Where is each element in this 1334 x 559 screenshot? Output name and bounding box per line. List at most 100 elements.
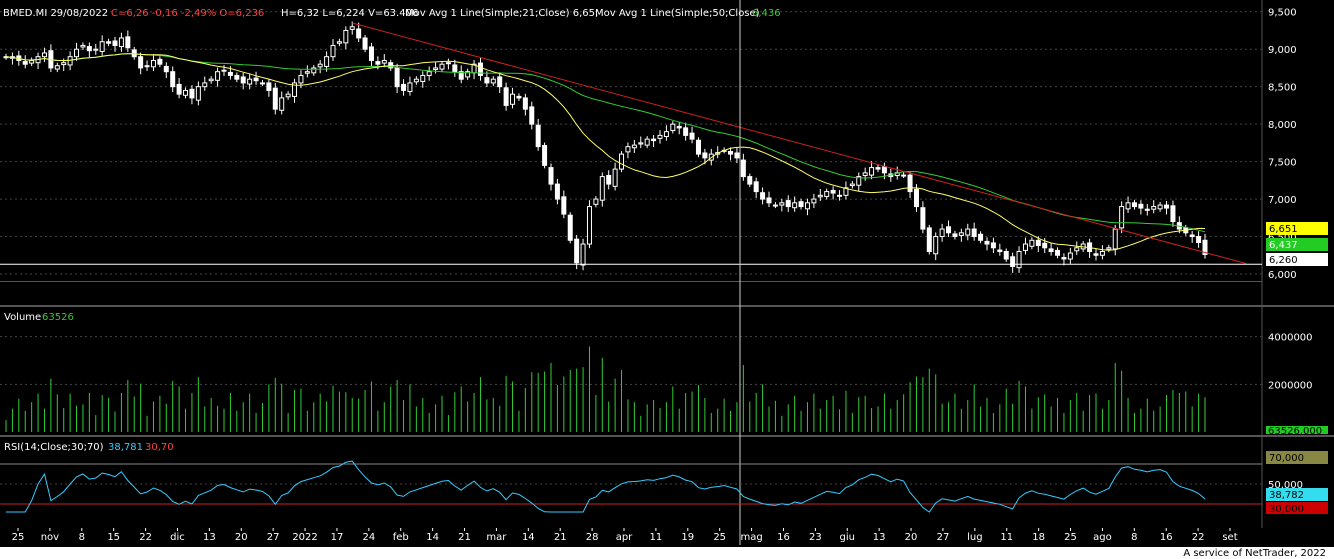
candle-body (138, 56, 144, 69)
candle-body (1151, 206, 1157, 210)
candle-body (843, 187, 849, 196)
candle-body (272, 87, 278, 110)
candle-body (631, 144, 637, 149)
candle-body (1106, 247, 1112, 250)
badge-ma21-bg (1266, 222, 1328, 235)
candle-body (901, 174, 907, 177)
y-tick-label: 7,000 (1268, 195, 1297, 206)
badge-volume: 63526,000 (1268, 426, 1322, 437)
candle-body (74, 48, 80, 58)
candle-body (753, 181, 759, 193)
x-tick-label: 23 (809, 532, 822, 543)
badge-rsi-upper-bg (1266, 451, 1328, 464)
x-tick-label: 25 (12, 532, 25, 543)
x-tick-label: feb (393, 532, 409, 543)
candle-body (651, 138, 657, 142)
candle-body (760, 192, 766, 200)
candle-body (413, 78, 419, 83)
x-tick-label: 27 (937, 532, 950, 543)
candle-body (580, 243, 586, 266)
rsi-line (6, 460, 1206, 513)
candle-body (484, 77, 490, 84)
x-tick-label: lug (967, 532, 982, 543)
candle-body (837, 194, 843, 197)
candle-body (394, 67, 400, 88)
candle-body (529, 106, 535, 125)
candle-body (362, 37, 368, 50)
x-tick-label: 11 (650, 532, 663, 543)
candle-body (670, 123, 676, 132)
candle-body (407, 82, 413, 93)
candle-body (875, 167, 881, 170)
candle-body (439, 63, 445, 70)
candle-body (913, 188, 919, 208)
overlays (0, 0, 1262, 545)
candle-body (869, 167, 875, 176)
candle-body (54, 65, 60, 70)
candle-body (259, 82, 265, 85)
candle-body (503, 87, 509, 106)
candle-body (176, 83, 182, 95)
x-tick-label: giu (840, 532, 855, 543)
candle-body (125, 36, 131, 49)
candle-body (426, 71, 432, 76)
y-tick-label: 8,500 (1268, 83, 1297, 94)
candle-body (548, 167, 554, 185)
legend-ma50-value: 6,436 (752, 8, 781, 19)
candle-body (106, 41, 112, 44)
candle-body (311, 67, 317, 74)
x-tick-label: 25 (713, 532, 726, 543)
candle-body (779, 202, 785, 206)
candle-body (1029, 239, 1035, 247)
candle-body (29, 59, 35, 64)
candle-body (574, 238, 580, 264)
candle-body (381, 59, 387, 64)
candle-body (1099, 251, 1105, 256)
badge-rsi-bg (1266, 488, 1328, 501)
candle-body (1164, 204, 1170, 209)
x-tick-label: 14 (522, 532, 535, 543)
x-tick-label: 8 (1131, 532, 1137, 543)
candle-body (535, 124, 541, 148)
candle-body (644, 138, 650, 146)
rsi-panel[interactable] (0, 438, 1262, 528)
candle-body (336, 41, 342, 44)
legend-hl: H=6,32 L=6,224 V=63.406 (281, 8, 418, 19)
candle-body (978, 233, 984, 241)
candle-body (170, 71, 176, 88)
candle-body (625, 146, 631, 153)
candle-body (253, 77, 259, 82)
candle-body (1061, 257, 1067, 260)
footer-strip (0, 547, 1334, 559)
x-tick-label: 21 (554, 532, 567, 543)
x-tick-label: 14 (426, 532, 439, 543)
candle-body (22, 61, 28, 65)
candle-body (445, 62, 451, 65)
candle-body (952, 233, 958, 238)
candle-body (907, 174, 913, 193)
candle-body (349, 26, 355, 30)
x-tick-label: dic (170, 532, 185, 543)
candle-body (150, 59, 156, 68)
rsi-levels: 30,70 (145, 442, 174, 453)
badge-rsi-lower-bg (1266, 502, 1328, 514)
candle-body (1055, 249, 1061, 256)
volume-panel[interactable] (0, 308, 1262, 436)
candle-body (849, 183, 855, 187)
candle-body (811, 198, 817, 204)
volume-value: 63526 (42, 312, 74, 323)
candle-body (990, 242, 996, 249)
candle-body (80, 44, 86, 48)
candle-body (356, 28, 362, 39)
candle-body (324, 56, 330, 67)
x-tick-label: 22 (139, 532, 152, 543)
rsi-value: 38,781 (108, 442, 143, 453)
candle-body (93, 48, 99, 51)
candle-body (157, 58, 163, 65)
price-panel[interactable] (0, 0, 1262, 305)
volume-bars (5, 346, 1206, 432)
candle-body (522, 97, 528, 110)
grid (0, 11, 1262, 385)
badge-ma21: 6,651 (1269, 224, 1298, 235)
